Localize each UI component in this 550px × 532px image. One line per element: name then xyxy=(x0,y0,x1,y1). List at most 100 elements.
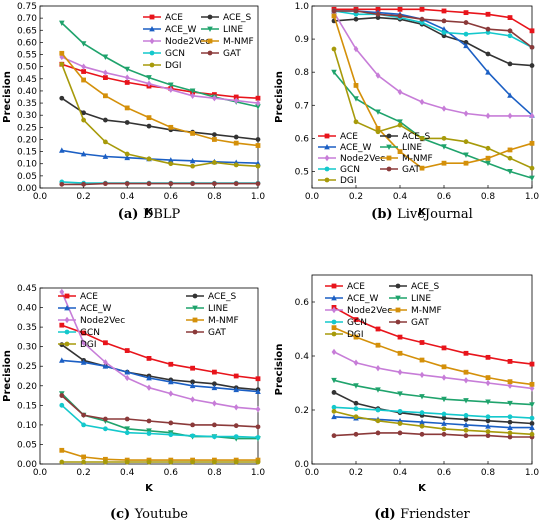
data-point xyxy=(397,149,403,154)
data-point xyxy=(397,6,403,12)
y-tick-label: 0.2 xyxy=(295,406,309,416)
data-point xyxy=(375,6,381,12)
legend-label: ACE xyxy=(340,132,358,142)
data-point xyxy=(81,459,86,465)
y-tick-label: 0.8 xyxy=(295,68,310,78)
data-point xyxy=(331,408,337,414)
y-tick-label: 0.30 xyxy=(17,343,37,353)
x-tick-label: 1.0 xyxy=(525,192,540,202)
data-point xyxy=(485,51,491,57)
data-point xyxy=(353,400,359,406)
data-point xyxy=(331,348,337,356)
data-point xyxy=(124,348,130,353)
caption: (a) DBLP xyxy=(118,207,181,222)
data-point xyxy=(168,86,174,93)
y-tick-label: 0.45 xyxy=(17,75,37,85)
data-point xyxy=(485,160,491,167)
data-point xyxy=(463,427,469,433)
legend-label: Node2Vec xyxy=(80,316,125,326)
legend-marker xyxy=(192,293,198,299)
data-point xyxy=(419,419,425,425)
legend-label: M-NMF xyxy=(208,316,239,326)
data-point xyxy=(419,98,425,106)
legend-marker xyxy=(192,317,198,323)
data-point xyxy=(507,434,513,440)
data-point xyxy=(103,75,108,80)
data-point xyxy=(81,454,86,460)
x-tick-label: 0.4 xyxy=(120,468,135,478)
data-point xyxy=(485,145,491,151)
legend-marker xyxy=(331,295,337,301)
data-point xyxy=(375,126,381,131)
x-tick-label: 0.4 xyxy=(393,468,408,478)
legend-label: Node2Vec xyxy=(340,154,385,164)
data-point xyxy=(375,129,381,135)
data-point xyxy=(255,406,261,413)
data-point xyxy=(507,155,513,161)
data-point xyxy=(485,375,491,380)
y-tick-label: 0.7 xyxy=(295,101,309,111)
data-point xyxy=(353,383,359,389)
legend-label: DGI xyxy=(165,61,182,71)
data-point xyxy=(103,459,108,465)
data-point xyxy=(190,131,195,136)
y-tick-label: 1.0 xyxy=(295,2,310,12)
x-tick-label: 0.0 xyxy=(305,468,320,478)
data-point xyxy=(441,160,447,166)
data-point xyxy=(353,359,359,366)
data-point xyxy=(463,398,469,404)
data-point xyxy=(441,415,447,421)
data-point xyxy=(59,447,65,453)
legend-marker xyxy=(207,26,213,32)
data-point xyxy=(233,140,239,146)
data-point xyxy=(331,46,337,52)
data-point xyxy=(102,363,109,369)
data-point xyxy=(463,421,469,428)
series-node2vec xyxy=(331,9,535,120)
data-point xyxy=(441,345,447,351)
legend-label: DGI xyxy=(80,340,97,350)
y-axis-label: Precision xyxy=(2,71,13,123)
x-tick-label: 0.4 xyxy=(393,192,408,202)
x-tick-label: 0.2 xyxy=(349,468,363,478)
data-point xyxy=(353,83,359,88)
data-point xyxy=(168,157,174,163)
data-point xyxy=(331,69,337,76)
data-point xyxy=(59,357,65,363)
data-point xyxy=(212,400,217,407)
data-point xyxy=(463,139,469,145)
chart-panel-friendster: 0.0 0.2 0.4 0.6 0.8 1.0 0.0 0.2 0.4 0.6 K Precision… xyxy=(274,274,539,522)
data-point xyxy=(212,459,217,465)
data-point xyxy=(507,359,513,364)
legend-marker xyxy=(149,50,155,56)
y-tick-label: 0.55 xyxy=(17,51,37,61)
data-point xyxy=(81,117,86,123)
data-point xyxy=(441,420,447,426)
data-point xyxy=(507,400,513,407)
legend-marker xyxy=(192,329,198,335)
data-point xyxy=(463,31,469,37)
data-point xyxy=(507,419,513,425)
data-point xyxy=(233,373,239,379)
legend-label: ACE_W xyxy=(80,304,111,314)
series-dgi xyxy=(59,61,261,169)
data-point xyxy=(124,66,130,73)
y-tick-label: 0.65 xyxy=(17,26,37,36)
series-dgi xyxy=(331,46,535,171)
data-point xyxy=(81,330,86,336)
data-point xyxy=(463,152,469,158)
series-line xyxy=(334,10,533,116)
data-point xyxy=(419,371,425,379)
data-point xyxy=(255,104,261,110)
y-axis-label: Precision xyxy=(274,344,285,396)
data-point xyxy=(59,181,65,187)
legend: ACE ACE_S ACE_W LINE Node2Vec M-NMF GCN GAT DGI xyxy=(318,132,433,186)
x-tick-label: 0.4 xyxy=(120,192,135,202)
data-point xyxy=(507,430,513,436)
legend-label: ACE_S xyxy=(223,13,251,23)
series-line xyxy=(333,10,533,49)
data-point xyxy=(485,112,491,120)
caption-dataset: Youtube xyxy=(134,507,189,522)
data-point xyxy=(507,15,513,20)
x-tick-label: 0.0 xyxy=(33,468,48,478)
